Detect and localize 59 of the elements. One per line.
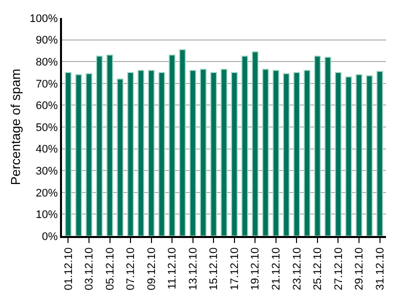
y-tick-label: 80% — [36, 56, 58, 68]
bar — [241, 56, 248, 236]
x-tick-label: 09.12.10 — [146, 247, 158, 290]
x-tick-label: 15.12.10 — [208, 247, 220, 290]
y-tick-label: 90% — [36, 34, 58, 47]
bar — [168, 54, 176, 236]
x-tick-label: 03.12.10 — [84, 247, 96, 290]
y-tick-label: 50% — [36, 122, 58, 134]
bar — [86, 73, 92, 236]
x-tick-label: 01.12.10 — [62, 247, 75, 290]
bar — [189, 70, 196, 236]
bar — [64, 72, 72, 236]
y-tick-label: 20% — [36, 187, 58, 200]
y-tick-label: 40% — [36, 144, 58, 156]
x-tick-label: 17.12.10 — [228, 247, 241, 290]
bar — [262, 68, 269, 236]
bar — [116, 78, 124, 236]
bar — [220, 68, 228, 236]
bar — [304, 70, 310, 236]
y-axis-title: Percentage of spam — [8, 68, 24, 186]
x-tick-label: 31.12.10 — [374, 247, 386, 290]
bar — [314, 56, 321, 236]
y-tick-label: 0% — [42, 230, 58, 243]
bar — [200, 68, 207, 236]
bar — [272, 70, 280, 236]
bar — [345, 76, 352, 236]
y-tick-label: 60% — [36, 100, 58, 112]
bar — [356, 74, 362, 236]
bar — [293, 72, 300, 236]
x-tick-label: 25.12.10 — [312, 247, 324, 290]
bar — [231, 72, 238, 236]
bar — [106, 54, 114, 236]
y-tick-label: 10% — [36, 209, 58, 222]
bar — [179, 49, 186, 236]
bar — [148, 70, 155, 236]
bar — [127, 72, 134, 236]
x-tick-label: 13.12.10 — [187, 247, 200, 290]
x-tick-label: 07.12.10 — [125, 247, 138, 290]
x-tick-label: 27.12.10 — [332, 247, 345, 290]
bar — [282, 73, 290, 236]
bar — [75, 74, 82, 236]
bar — [138, 70, 144, 236]
x-tick-label: 21.12.10 — [270, 247, 282, 290]
bar — [96, 56, 103, 236]
x-tick-label: 23.12.10 — [291, 247, 304, 290]
y-tick-label: 70% — [36, 78, 58, 90]
x-tick-label: 19.12.10 — [250, 247, 262, 290]
bar — [366, 75, 373, 236]
y-tick-label: 100% — [30, 12, 58, 25]
x-tick-label: 05.12.10 — [104, 247, 116, 290]
bar — [376, 70, 384, 236]
y-tick-label: 30% — [36, 165, 58, 178]
bar — [324, 56, 332, 236]
bar — [210, 72, 217, 236]
bar — [334, 72, 342, 236]
x-tick-label: 11.12.10 — [166, 247, 179, 290]
bar — [252, 51, 259, 236]
bar — [158, 72, 166, 236]
x-tick-label: 29.12.10 — [354, 247, 366, 290]
